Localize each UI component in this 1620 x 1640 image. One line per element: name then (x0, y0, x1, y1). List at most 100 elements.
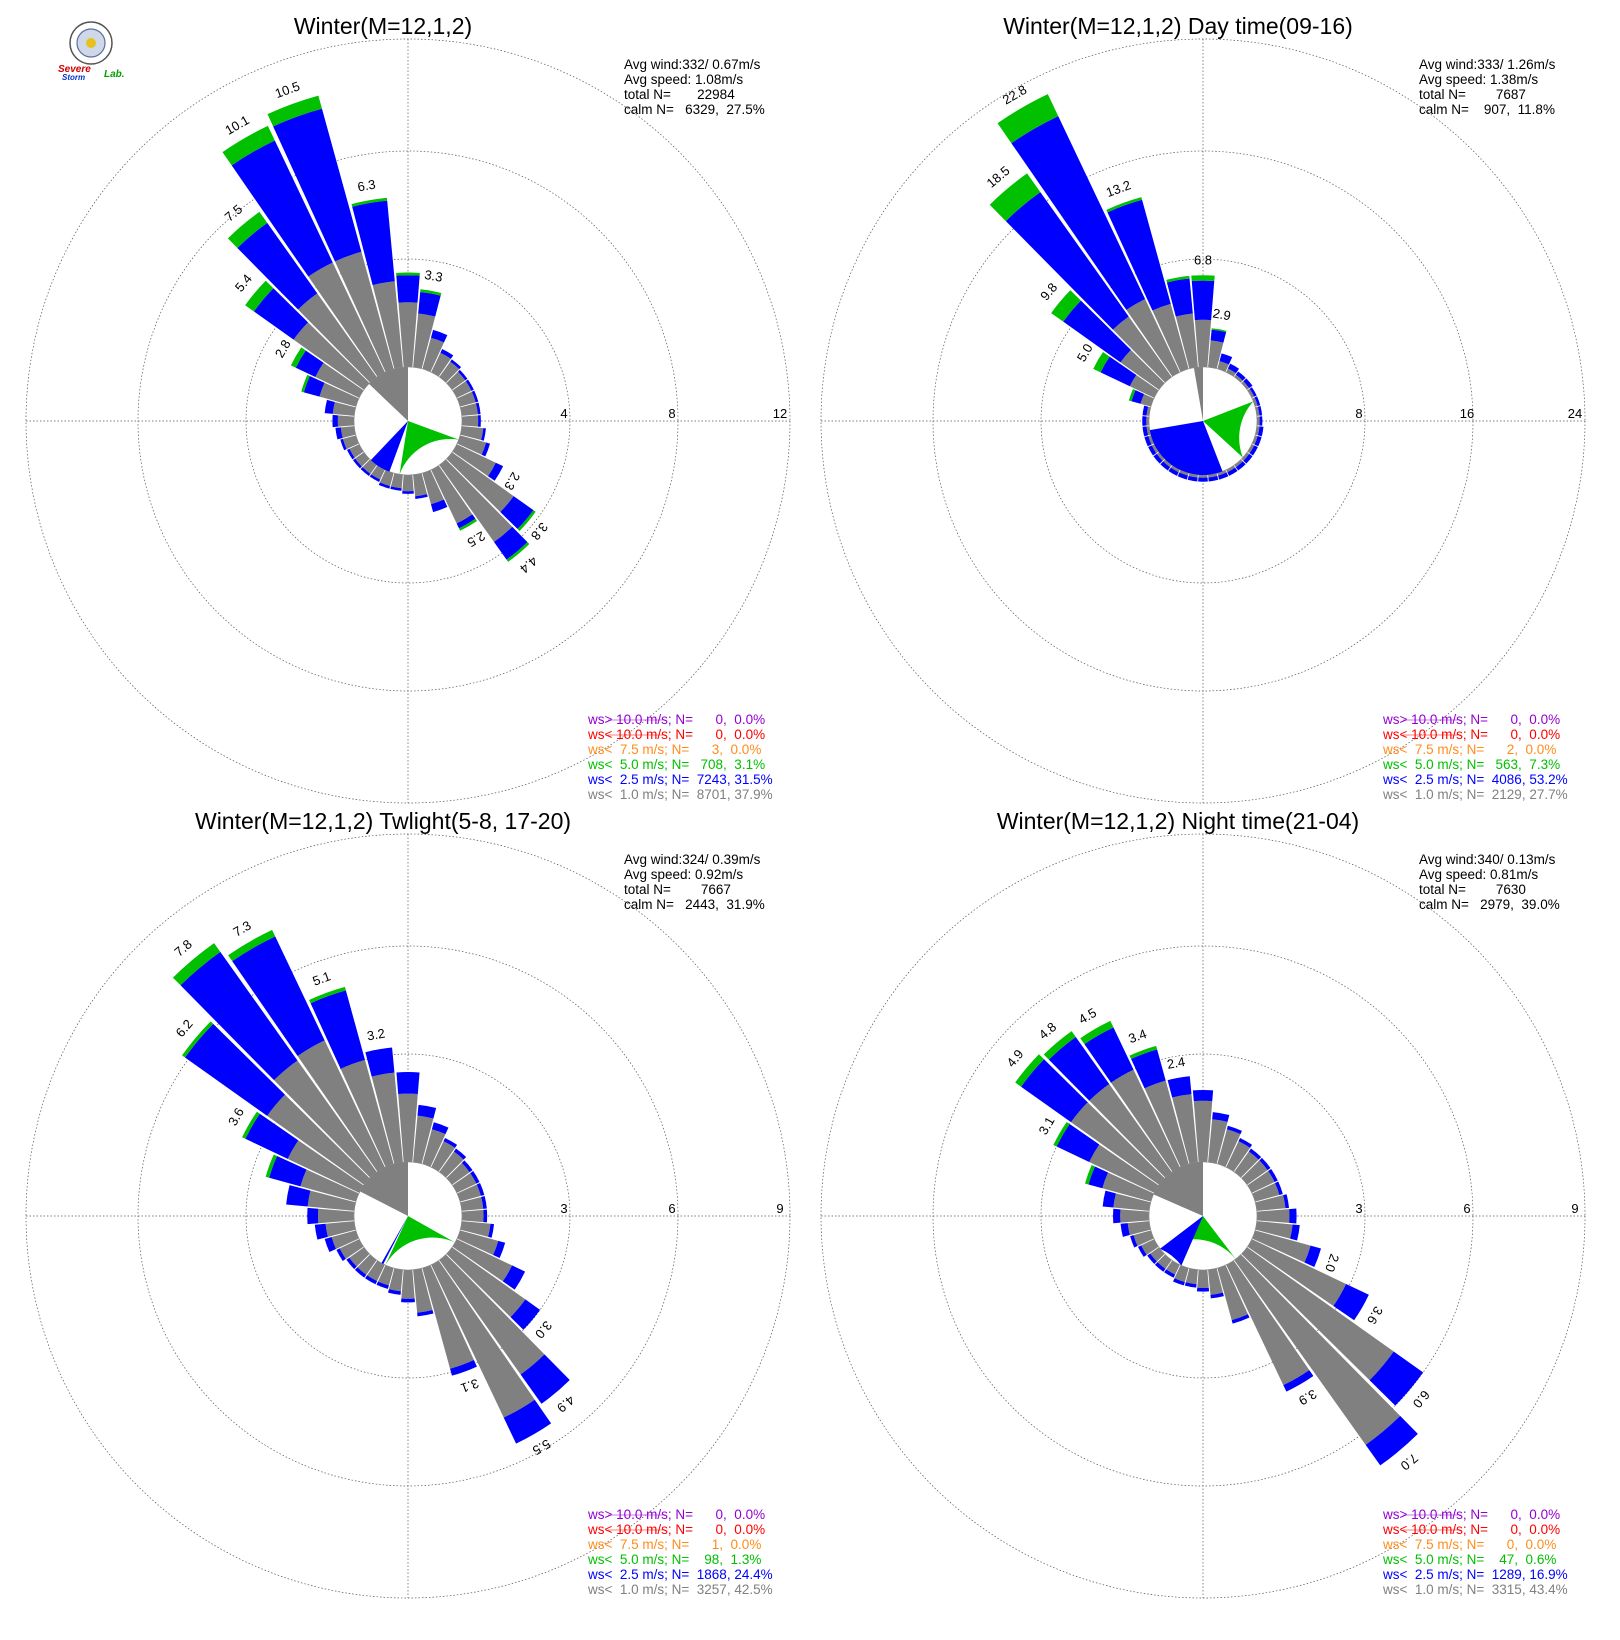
bar-gray-120 (452, 1239, 513, 1282)
bar-gray-10 (413, 313, 436, 369)
pie-slice-lt1 (1153, 1162, 1203, 1216)
bar-gray-280 (307, 1190, 356, 1211)
bar-blue-100 (488, 1223, 495, 1238)
ring-2 (137, 150, 679, 692)
stat-line: Avg wind:333/ 1.26m/s (1419, 57, 1556, 72)
bar-gray-150 (431, 465, 473, 524)
bar-blue-310 (1063, 300, 1131, 363)
bar-gray-350 (1175, 313, 1198, 369)
stat-line: Avg wind:332/ 0.67m/s (624, 57, 761, 72)
bar-blue-220 (1160, 461, 1171, 471)
bar-gray-200 (379, 470, 394, 487)
bar-blue-250 (1130, 1235, 1138, 1248)
bar-blue-270 (332, 414, 339, 428)
bar-gray-0 (398, 1093, 418, 1163)
windrose-panel-daytime: 8 16 24 6.8 2.9 5.0 9.8 18.5 22.8 13.2 Winter(M=12… (820, 13, 1586, 804)
bar-gray-280 (332, 401, 356, 416)
bar-blue-80 (1283, 1194, 1290, 1209)
bar-blue-240 (1148, 445, 1157, 456)
bar-blue-120 (488, 462, 504, 481)
bar-blue-190 (1187, 475, 1198, 482)
bar-blue-150 (1227, 467, 1238, 476)
bar-gray-170 (1208, 473, 1218, 478)
bar-blue-90 (1259, 416, 1263, 426)
bar-blue-130 (500, 496, 534, 530)
bar-blue-150 (503, 1399, 552, 1444)
bar-label-300: 3.6 (225, 1105, 247, 1128)
bar-blue-200 (1173, 1278, 1185, 1286)
bar-gray-220 (1157, 1254, 1172, 1269)
bar-blue-290 (269, 1156, 307, 1187)
bar-label-340: 10.5 (273, 78, 302, 101)
bar-label-310: 4.9 (1003, 1046, 1026, 1069)
bar-gray-60 (452, 1173, 477, 1193)
bar-label-150: 5.5 (530, 1436, 553, 1458)
pie-slice-lt5 (1161, 1216, 1236, 1259)
bar-gray-40 (1234, 374, 1243, 383)
bar-gray-120 (1247, 1239, 1347, 1306)
bar-green-10 (1211, 328, 1227, 333)
bar-gray-300 (287, 1140, 364, 1193)
logo-text-lab: Lab. (104, 69, 125, 80)
bar-gray-230 (1156, 452, 1165, 461)
bar-green-340 (309, 986, 346, 1004)
bar-label-310: 6.2 (173, 1016, 196, 1039)
ring-1 (245, 1053, 571, 1379)
bar-gray-190 (1185, 1268, 1198, 1285)
legend-entry-lt10: ws< 10.0 m/s; N= 0, 0.0% (587, 727, 765, 742)
bar-label-130: 3.8 (528, 520, 551, 543)
bar-green-340 (1106, 197, 1143, 213)
bar-gray-60 (452, 381, 472, 398)
bar-blue-230 (346, 1257, 357, 1270)
bar-gray-100 (1255, 1221, 1293, 1239)
bar-blue-170 (415, 494, 428, 499)
bar-blue-140 (1365, 1415, 1418, 1466)
bar-green-320 (172, 943, 221, 986)
bar-blue-50 (1259, 1157, 1271, 1171)
bar-blue-340 (310, 990, 365, 1069)
bar-green-150 (458, 518, 477, 531)
legend-entry-lt2_5: ws< 2.5 m/s; N= 4086, 53.2% (1382, 772, 1568, 787)
bar-gray-310 (1120, 349, 1165, 390)
bar-gray-190 (390, 473, 403, 489)
bar-blue-10 (417, 1104, 437, 1119)
bar-label-310: 5.4 (232, 271, 255, 294)
bar-gray-40 (1234, 1151, 1259, 1178)
bar-gray-40 (439, 1151, 464, 1178)
legend-entry-gt10: ws> 10.0 m/s; N= 0, 0.0% (587, 712, 765, 727)
ring-3 (820, 38, 1586, 804)
bar-gray-320 (1112, 316, 1172, 383)
bar-gray-80 (1255, 406, 1260, 416)
bar-gray-280 (1113, 1193, 1151, 1211)
bar-blue-200 (378, 482, 391, 489)
ring-3 (25, 833, 791, 1599)
bar-gray-270 (1120, 1209, 1150, 1223)
logo-text-main: Severe (58, 64, 91, 75)
bar-label-310: 9.8 (1037, 280, 1060, 303)
bar-gray-340 (334, 251, 394, 372)
stat-line: calm N= 2979, 39.0% (1419, 897, 1560, 912)
stat-line: Avg speed: 1.38m/s (1419, 72, 1538, 87)
bar-gray-290 (300, 1169, 359, 1202)
bar-label-330: 7.3 (230, 918, 253, 940)
ring-2 (137, 945, 679, 1487)
bar-blue-60 (465, 379, 474, 391)
ring-1 (245, 258, 571, 584)
bar-gray-210 (1166, 1260, 1180, 1275)
ring-label: 8 (1355, 406, 1362, 421)
legend-entry-lt7_5: ws< 7.5 m/s; N= 3, 0.0% (587, 742, 761, 757)
bar-blue-70 (471, 390, 479, 403)
logo-text-sub: Storm (62, 73, 85, 82)
bar-label-300: 3.1 (1036, 1114, 1058, 1137)
bar-gray-180 (401, 1269, 415, 1299)
bar-blue-20 (1226, 1125, 1242, 1135)
bar-gray-50 (1241, 381, 1250, 390)
legend-entry-lt10: ws< 10.0 m/s; N= 0, 0.0% (587, 1522, 765, 1537)
bar-blue-40 (1235, 371, 1246, 381)
bar-blue-180 (1198, 477, 1208, 482)
bar-blue-350 (1166, 278, 1193, 317)
bar-label-350: 3.2 (366, 1026, 386, 1044)
ring-label: 9 (1571, 1201, 1578, 1216)
bar-gray-200 (1179, 470, 1189, 476)
bar-blue-230 (1147, 1253, 1157, 1265)
